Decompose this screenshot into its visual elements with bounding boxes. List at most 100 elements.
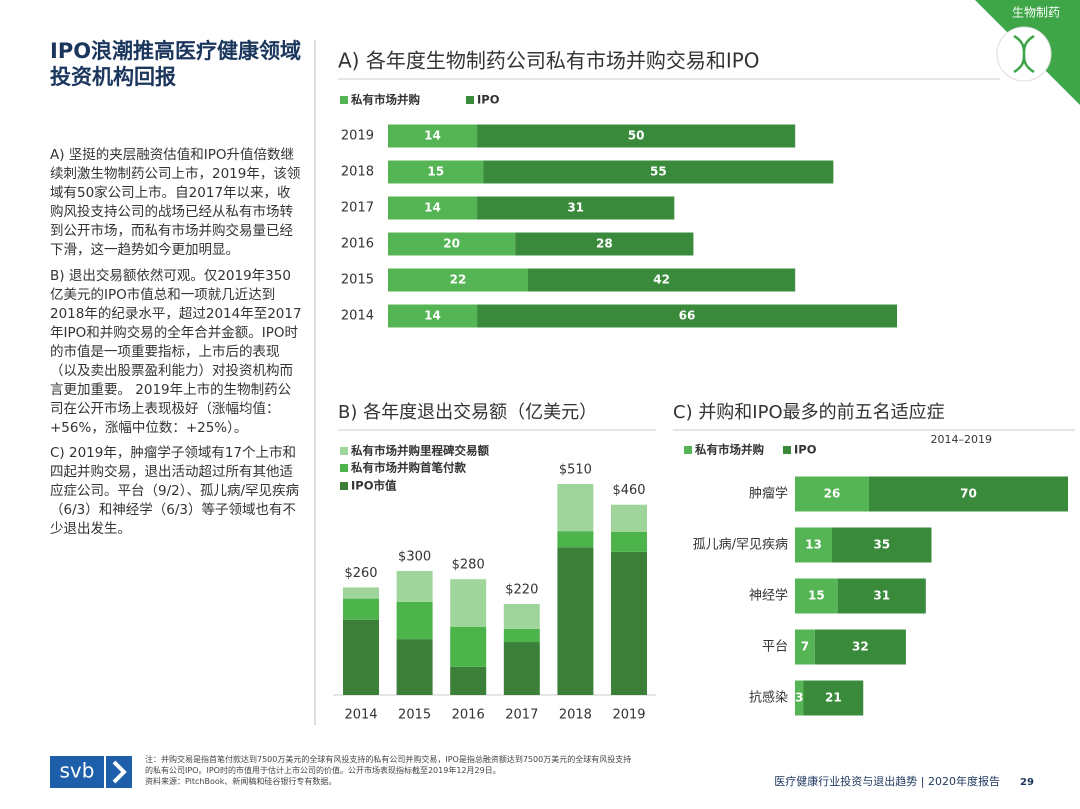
bar-segment bbox=[795, 476, 869, 512]
bar-segment bbox=[611, 531, 647, 552]
data-label: 15 bbox=[427, 165, 444, 179]
chart-title: A) 各年度生物制药公司私有市场并购交易和IPO bbox=[338, 49, 760, 73]
legend-label: 私有市场并购 bbox=[351, 93, 420, 107]
category-label: 神经学 bbox=[749, 588, 788, 604]
data-label: 32 bbox=[852, 640, 869, 654]
data-label: 21 bbox=[825, 691, 842, 705]
x-tick-label: 2016 bbox=[452, 708, 485, 723]
x-tick-label: 2017 bbox=[505, 708, 538, 723]
bar-segment bbox=[795, 629, 815, 665]
legend-label: IPO bbox=[477, 93, 500, 107]
category-label: 2014 bbox=[341, 309, 374, 324]
bar-segment bbox=[396, 639, 433, 695]
total-label: $280 bbox=[452, 558, 485, 573]
data-label: 66 bbox=[679, 309, 696, 323]
page-title: IPO浪潮推高医疗健康领域投资机构回报 bbox=[50, 39, 302, 89]
page-number: 29 bbox=[1020, 777, 1034, 788]
data-label: 14 bbox=[424, 309, 441, 323]
legend-swatch bbox=[340, 96, 348, 104]
bar-segment bbox=[611, 504, 647, 532]
bar-segment bbox=[396, 601, 433, 640]
legend-swatch bbox=[340, 464, 348, 472]
data-label: 13 bbox=[805, 538, 822, 552]
total-label: $460 bbox=[612, 483, 645, 498]
legend-swatch bbox=[340, 447, 348, 455]
bar-segment bbox=[557, 484, 594, 532]
bar-segment bbox=[477, 124, 796, 148]
total-label: $510 bbox=[559, 463, 592, 478]
legend-swatch bbox=[340, 482, 348, 490]
legend-label: IPO市值 bbox=[351, 479, 397, 493]
legend-label: 私有市场并购里程碑交易额 bbox=[351, 444, 489, 458]
bar-segment bbox=[503, 642, 540, 695]
paragraph: C) 2019年，肿瘤学子领域有17个上市和四起并购交易，退出活动超过所有其他适… bbox=[50, 445, 300, 537]
icon-dna bbox=[1013, 34, 1035, 74]
bar-segment bbox=[388, 232, 516, 256]
total-label: $220 bbox=[505, 582, 538, 597]
data-label: 14 bbox=[424, 201, 441, 215]
data-label: 28 bbox=[596, 237, 613, 251]
data-label: 26 bbox=[824, 487, 841, 501]
source: 资料来源：PitchBook、新闻稿和硅谷银行专有数据。 bbox=[145, 777, 337, 786]
chart-title: B) 各年度退出交易额（亿美元） bbox=[338, 402, 597, 423]
legend-swatch bbox=[466, 96, 474, 104]
logo-arrow-box bbox=[106, 756, 132, 788]
bar-segment bbox=[450, 626, 487, 667]
bar-segment bbox=[477, 304, 897, 328]
category-label: 孤儿病/罕见疾病 bbox=[693, 538, 788, 553]
report-name: 医疗健康行业投资与退出趋势 | 2020年度报告 bbox=[774, 774, 1000, 788]
x-tick-label: 2014 bbox=[344, 708, 377, 723]
bar-segment bbox=[343, 619, 379, 695]
data-label: 22 bbox=[450, 273, 467, 287]
data-label: 15 bbox=[808, 589, 825, 603]
data-label: 3 bbox=[795, 691, 803, 705]
footnote: 注：并购交易是指首笔付款达到7500万美元的全球有风投支持的私有公司并购交易，I… bbox=[145, 755, 632, 775]
legend-label: 私有市场并购 bbox=[695, 443, 764, 457]
bar-segment bbox=[557, 547, 594, 695]
data-label: 7 bbox=[801, 640, 809, 654]
bar-segment bbox=[795, 680, 804, 716]
data-label: 31 bbox=[873, 589, 890, 603]
legend-label: IPO bbox=[794, 443, 817, 457]
bar-segment bbox=[343, 587, 379, 599]
bar-segment bbox=[388, 160, 484, 184]
bar-segment bbox=[557, 531, 594, 548]
bar-segment bbox=[814, 629, 906, 665]
bar-segment bbox=[503, 603, 540, 629]
legend-swatch bbox=[684, 446, 692, 454]
paragraph: A) 坚挺的夹层融资估值和IPO升值倍数继续刺激生物制药公司上市，2019年，该… bbox=[50, 147, 301, 258]
data-label: 20 bbox=[443, 237, 460, 251]
section-tag: 生物制药 bbox=[1012, 6, 1060, 20]
data-label: 14 bbox=[424, 129, 441, 143]
x-tick-label: 2019 bbox=[612, 708, 645, 723]
bar-segment bbox=[795, 527, 832, 563]
x-tick-label: 2018 bbox=[559, 708, 592, 723]
category-label: 2018 bbox=[341, 165, 374, 180]
total-label: $260 bbox=[344, 566, 377, 581]
bar-segment bbox=[450, 579, 487, 627]
data-label: 55 bbox=[650, 165, 667, 179]
data-label: 50 bbox=[628, 129, 645, 143]
bar-segment bbox=[795, 578, 838, 614]
total-label: $300 bbox=[398, 549, 431, 564]
category-label: 平台 bbox=[762, 640, 788, 655]
bar-segment bbox=[396, 570, 433, 602]
bar-segment bbox=[388, 268, 528, 292]
category-label: 2016 bbox=[341, 237, 374, 252]
bar-segment bbox=[527, 268, 796, 292]
bar-segment bbox=[515, 232, 694, 256]
category-label: 2017 bbox=[341, 201, 374, 216]
category-label: 抗感染 bbox=[749, 690, 788, 706]
bar-segment bbox=[483, 160, 834, 184]
bar-segment bbox=[388, 124, 478, 148]
bar-segment bbox=[477, 196, 675, 220]
bar-segment bbox=[831, 527, 932, 563]
data-label: 42 bbox=[653, 273, 670, 287]
category-label: 肿瘤学 bbox=[749, 486, 788, 502]
chart-subtitle: 2014–2019 bbox=[931, 433, 993, 446]
category-label: 2015 bbox=[341, 273, 374, 288]
x-tick-label: 2015 bbox=[398, 708, 431, 723]
category-label: 2019 bbox=[341, 129, 374, 144]
data-label: 31 bbox=[567, 201, 584, 215]
